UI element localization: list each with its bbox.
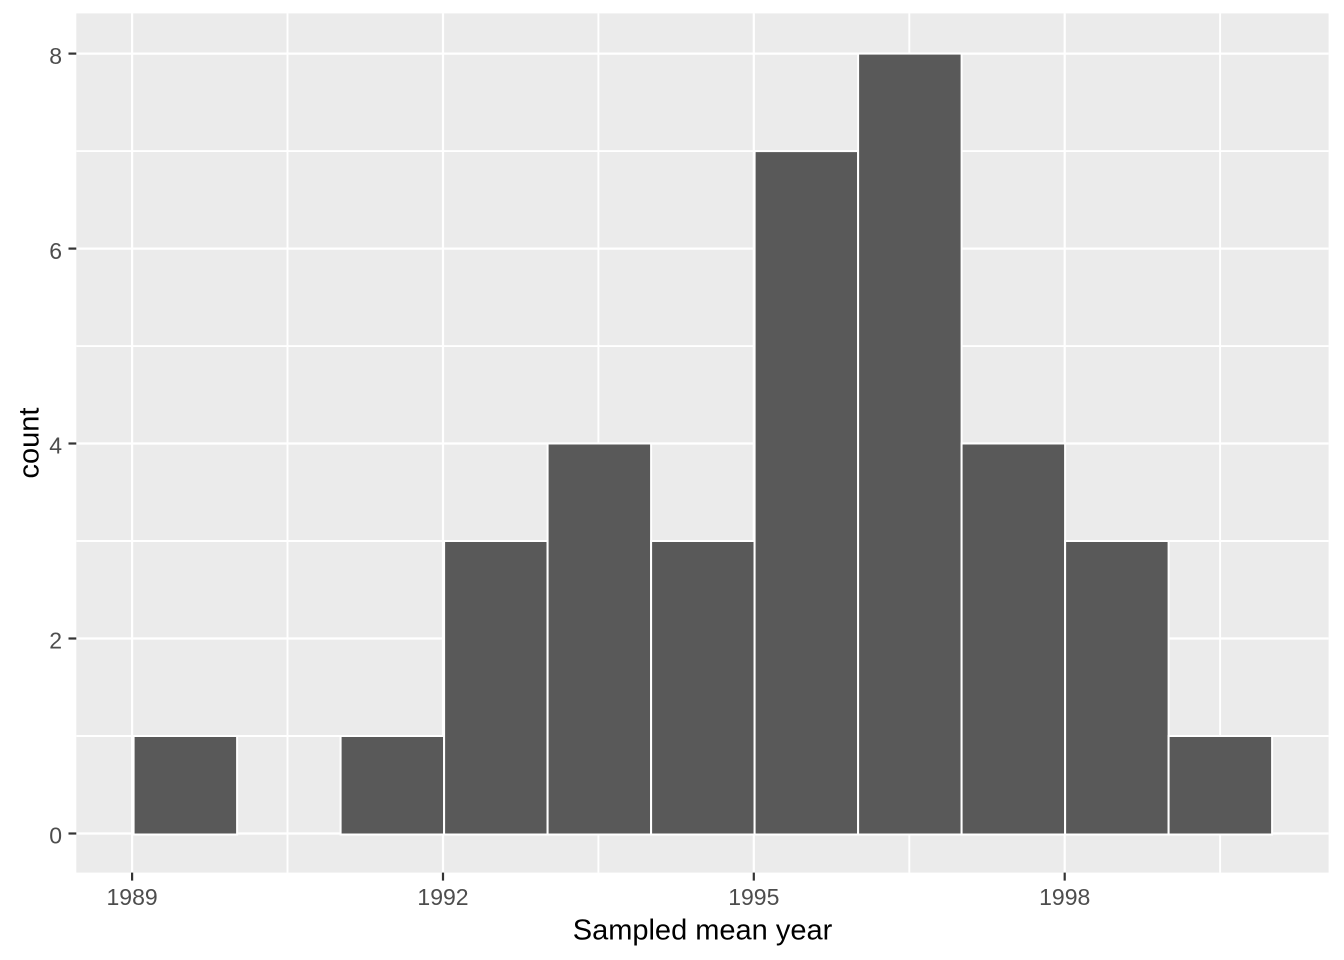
svg-text:2: 2 — [49, 628, 62, 654]
svg-text:count: count — [14, 408, 46, 479]
svg-text:4: 4 — [49, 433, 62, 459]
svg-text:0: 0 — [49, 823, 62, 849]
svg-text:1998: 1998 — [1039, 884, 1090, 910]
svg-text:1992: 1992 — [417, 884, 468, 910]
svg-text:8: 8 — [49, 43, 62, 69]
svg-text:Sampled mean year: Sampled mean year — [573, 915, 833, 947]
svg-text:6: 6 — [49, 238, 62, 264]
svg-text:1995: 1995 — [728, 884, 779, 910]
svg-text:1989: 1989 — [107, 884, 158, 910]
